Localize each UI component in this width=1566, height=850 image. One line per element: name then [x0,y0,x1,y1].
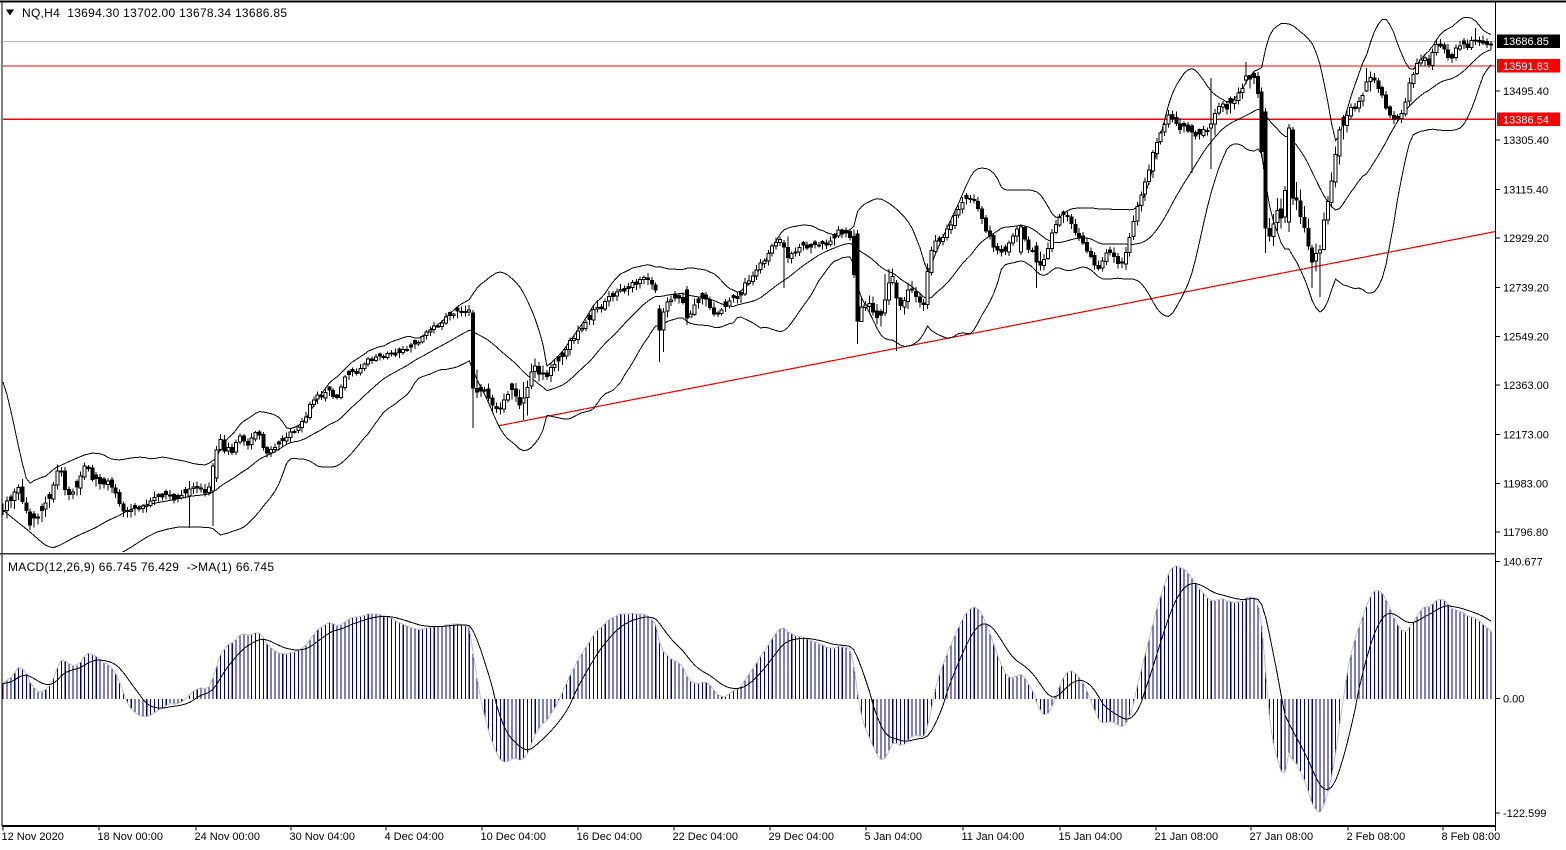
svg-text:11 Jan 04:00: 11 Jan 04:00 [962,831,1025,843]
svg-text:12 Nov 2020: 12 Nov 2020 [2,831,64,843]
svg-text:12363.00: 12363.00 [1503,380,1549,392]
svg-text:18 Nov 00:00: 18 Nov 00:00 [98,831,163,843]
svg-text:-122.599: -122.599 [1503,808,1546,820]
svg-text:8 Feb 08:00: 8 Feb 08:00 [1442,831,1501,843]
svg-text:140.677: 140.677 [1503,557,1543,569]
svg-text:10 Dec 04:00: 10 Dec 04:00 [481,831,546,843]
svg-text:22 Dec 04:00: 22 Dec 04:00 [673,831,738,843]
svg-text:13386.54: 13386.54 [1503,114,1549,126]
svg-text:MACD(12,26,9) 66.745 76.429 -: MACD(12,26,9) 66.745 76.429 ->MA(1) 66.7… [8,560,274,574]
svg-text:2 Feb 08:00: 2 Feb 08:00 [1347,831,1406,843]
svg-text:13591.83: 13591.83 [1503,61,1549,73]
svg-text:21 Jan 08:00: 21 Jan 08:00 [1155,831,1219,843]
svg-text:29 Dec 04:00: 29 Dec 04:00 [769,831,834,843]
svg-text:12173.00: 12173.00 [1503,429,1549,441]
svg-text:11983.00: 11983.00 [1503,479,1548,491]
svg-text:11796.80: 11796.80 [1503,527,1548,539]
svg-text:12549.20: 12549.20 [1503,332,1549,344]
svg-text:13495.40: 13495.40 [1503,86,1549,98]
svg-text:13686.85: 13686.85 [1503,36,1549,48]
svg-text:0.00: 0.00 [1503,694,1524,706]
svg-text:13305.40: 13305.40 [1503,135,1549,147]
svg-text:30 Nov 04:00: 30 Nov 04:00 [290,831,355,843]
svg-text:24 Nov 00:00: 24 Nov 00:00 [195,831,260,843]
svg-text:5 Jan 04:00: 5 Jan 04:00 [865,831,923,843]
svg-text:12739.20: 12739.20 [1503,282,1549,294]
svg-text:13115.40: 13115.40 [1503,185,1548,197]
svg-text:16 Dec 04:00: 16 Dec 04:00 [577,831,642,843]
svg-text:NQ,H4 13694.30 13702.00 13678: NQ,H4 13694.30 13702.00 13678.34 13686.8… [22,6,287,20]
svg-text:12929.20: 12929.20 [1503,233,1549,245]
svg-text:4 Dec 04:00: 4 Dec 04:00 [385,831,444,843]
svg-text:15 Jan 04:00: 15 Jan 04:00 [1059,831,1123,843]
svg-text:27 Jan 08:00: 27 Jan 08:00 [1250,831,1314,843]
